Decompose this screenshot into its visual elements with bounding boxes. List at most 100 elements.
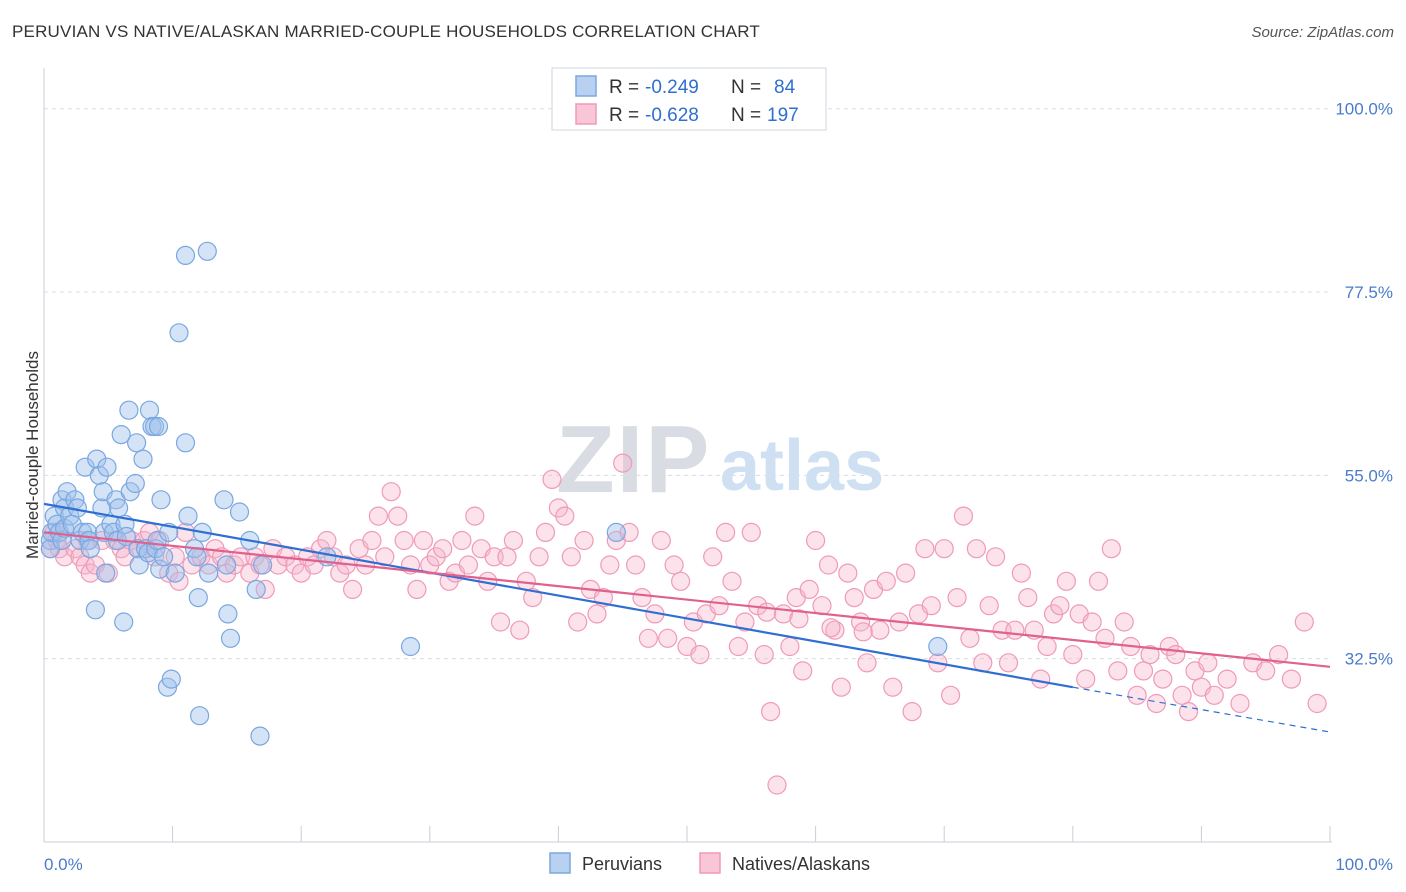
natives-point-99	[658, 628, 678, 648]
natives-point-169	[1108, 661, 1128, 681]
natives-point-4	[54, 547, 75, 567]
natives-point-133	[876, 571, 896, 591]
bottom-legend-natives: Natives/Alaskans	[732, 854, 870, 874]
peruvians-point-77	[246, 579, 266, 600]
natives-point-170	[1114, 612, 1134, 632]
natives-point-68	[458, 555, 478, 575]
natives-point-101	[670, 571, 691, 591]
natives-point-76	[510, 620, 530, 640]
natives-point-96	[638, 628, 659, 648]
axes	[43, 68, 1332, 843]
peruvians-point-44	[133, 449, 153, 469]
peruvians-point-69	[197, 241, 217, 261]
peruvians-point-40	[125, 473, 145, 494]
natives-point-144	[947, 587, 967, 608]
natives-point-74	[497, 547, 517, 567]
natives-point-152	[998, 653, 1019, 673]
peruvians-point-27	[96, 563, 116, 583]
peruvians-point-54	[151, 490, 171, 510]
y-tick-label-3: 100.0%	[1335, 100, 1393, 119]
legend-swatch-natives	[575, 103, 597, 125]
natives-point-162	[1063, 644, 1083, 665]
natives-point-136	[895, 563, 916, 583]
peruvians-point-55	[154, 547, 174, 567]
peruvians-point-60	[169, 323, 189, 343]
natives-point-191	[1294, 612, 1314, 632]
peruvians-point-71	[214, 490, 234, 510]
natives-point-166	[1088, 571, 1109, 591]
natives-point-175	[1146, 693, 1167, 714]
natives-point-58	[394, 530, 414, 551]
natives-point-185	[1217, 669, 1237, 689]
peruvians-point-73	[218, 604, 238, 624]
legend-n-label-1: N =	[731, 77, 761, 98]
natives-point-94	[625, 555, 646, 575]
natives-point-60	[407, 579, 427, 600]
watermark-atlas: atlas	[720, 426, 884, 506]
natives-point-46	[317, 530, 337, 551]
natives-point-25	[175, 522, 196, 543]
natives-point-53	[362, 530, 382, 551]
natives-point-85	[568, 612, 588, 632]
natives-point-194	[789, 609, 809, 629]
legend-n-value-1: 84	[774, 77, 796, 98]
peruvians-point-20	[80, 539, 100, 559]
natives-point-120	[793, 661, 813, 681]
natives-point-130	[857, 653, 877, 673]
natives-point-172	[1127, 685, 1147, 705]
natives-point-183	[1198, 653, 1218, 673]
bottom-legend-swatch-peruvians	[549, 852, 571, 874]
natives-point-75	[503, 530, 524, 551]
natives-point-54	[368, 506, 388, 526]
peruvians-point-63	[178, 506, 198, 526]
peruvians-trend-line	[43, 502, 1073, 689]
peruvians-point-21	[85, 600, 106, 620]
natives-point-165	[1082, 612, 1102, 632]
natives-point-83	[555, 506, 575, 526]
natives-point-168	[1101, 539, 1122, 559]
natives-point-164	[1076, 669, 1096, 689]
y-ticks: 32.5% 55.0% 77.5% 100.0%	[1335, 100, 1393, 669]
natives-point-153	[1005, 620, 1025, 640]
natives-point-184	[1204, 685, 1224, 705]
peruvians-point-70	[199, 563, 219, 583]
natives-point-64	[433, 539, 453, 559]
natives-point-73	[490, 612, 511, 632]
peruvians-point-59	[165, 563, 185, 583]
natives-point-178	[1166, 644, 1186, 665]
natives-point-110	[728, 636, 749, 657]
natives-points	[40, 453, 1327, 795]
natives-point-137	[902, 701, 922, 722]
natives-point-189	[1268, 644, 1289, 665]
peruvians-point-83	[928, 636, 948, 657]
bottom-legend-swatch-natives	[699, 852, 721, 874]
peruvians-point-67	[190, 706, 210, 726]
legend-n-value-2: 197	[767, 105, 799, 126]
peruvians-point-81	[400, 636, 421, 657]
natives-point-139	[915, 539, 935, 559]
x-ticks: 0.0% 100.0%	[43, 826, 1393, 874]
peruvians-point-78	[250, 726, 270, 746]
peruvians-point-65	[187, 547, 207, 567]
natives-point-78	[523, 587, 543, 608]
natives-point-84	[561, 547, 581, 567]
natives-trend-line	[43, 531, 1331, 668]
peruvians-point-52	[148, 416, 169, 437]
natives-point-92	[613, 453, 633, 473]
natives-point-108	[715, 522, 736, 543]
y-tick-label-2: 77.5%	[1345, 283, 1393, 302]
natives-point-186	[1230, 693, 1250, 714]
x-tick-label-0: 0.0%	[44, 855, 83, 874]
legend-r-label-1: R =	[609, 77, 639, 98]
y-axis-label: Married-couple Households	[23, 351, 42, 559]
natives-point-180	[1178, 701, 1199, 722]
peruvians-point-75	[229, 502, 250, 522]
peruvians-points	[40, 241, 948, 746]
peruvians-point-66	[188, 587, 208, 608]
natives-point-160	[1050, 596, 1070, 616]
chart-title: PERUVIAN VS NATIVE/ALASKAN MARRIED-COUPL…	[12, 22, 760, 41]
natives-point-157	[1031, 669, 1051, 689]
natives-point-69	[465, 506, 485, 526]
peruvians-point-10	[57, 482, 77, 502]
source-label: Source: ZipAtlas.com	[1251, 24, 1394, 41]
